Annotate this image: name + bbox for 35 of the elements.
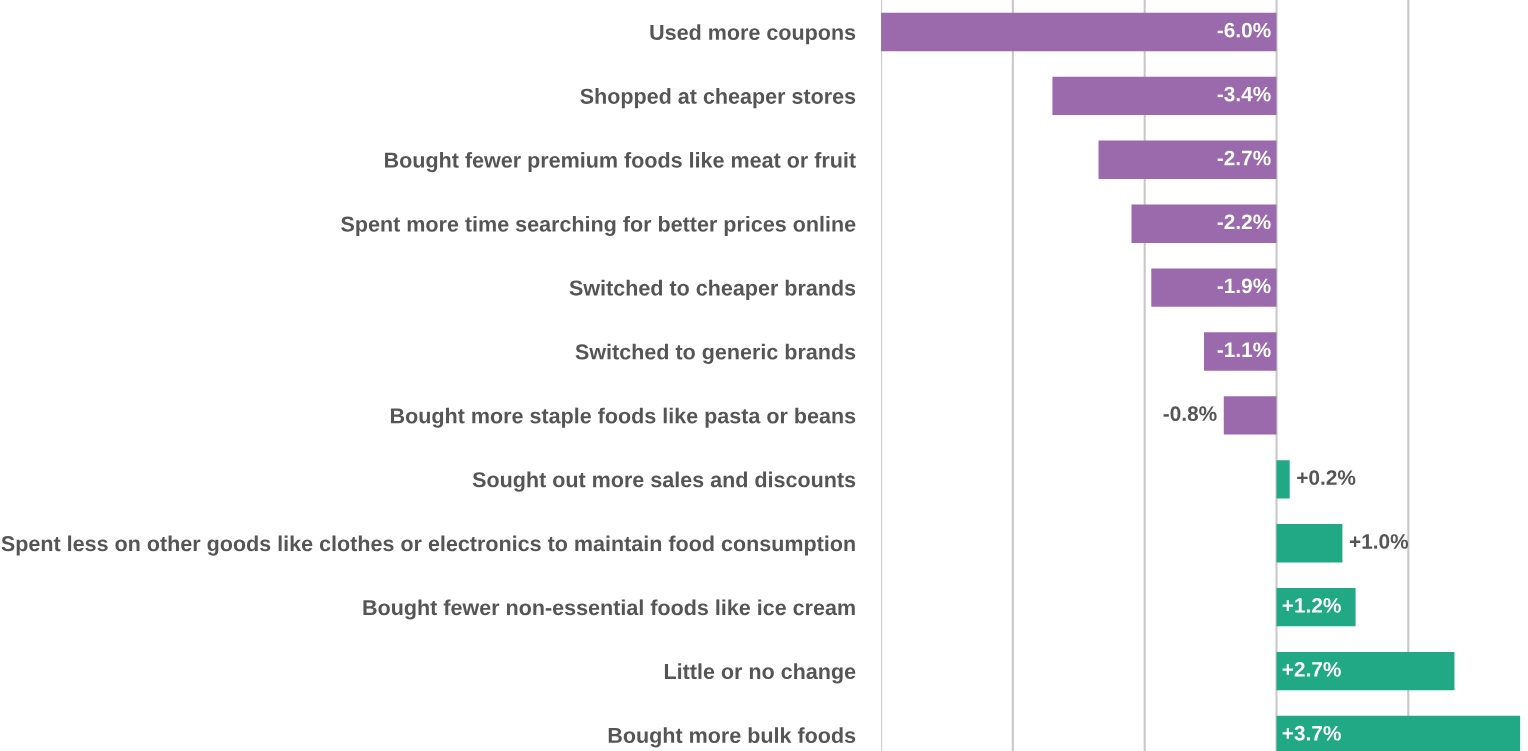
bar	[1276, 524, 1343, 563]
bar	[881, 12, 1277, 52]
data-label: -0.8%	[1163, 406, 1217, 422]
bar	[1223, 396, 1277, 435]
y-tick-label: Sought out more sales and discounts	[472, 471, 856, 492]
data-label: -1.9%	[1217, 278, 1271, 294]
y-tick-label: Used more coupons	[650, 24, 856, 45]
bar	[1204, 332, 1277, 371]
data-label: +2.7%	[1282, 661, 1341, 677]
y-tick-label: Little or no change	[664, 663, 856, 684]
data-label: -1.1%	[1217, 342, 1271, 358]
y-tick-label: Bought fewer non-essential foods like ice cream	[363, 599, 855, 620]
bar	[1151, 268, 1277, 307]
y-tick-label: Switched to cheaper brands	[569, 279, 856, 300]
data-label: -2.7%	[1217, 150, 1271, 166]
data-label: +3.7%	[1282, 725, 1341, 741]
bar	[1098, 140, 1277, 179]
data-label: +1.0%	[1349, 534, 1409, 549]
bar	[1131, 204, 1277, 243]
data-label: -6.0%	[1217, 22, 1271, 38]
data-label: -2.2%	[1217, 214, 1271, 230]
data-label: -3.4%	[1217, 86, 1271, 102]
y-tick-label: Bought more bulk foods	[608, 727, 856, 748]
y-tick-label: Switched to generic brands	[575, 343, 856, 364]
y-tick-label: Spent less on other goods like clothes or electronics to maintain food consumption	[1, 535, 855, 556]
y-tick-label: Spent more time searching for better prices online	[341, 215, 856, 237]
bar	[1276, 651, 1455, 691]
bar	[1276, 588, 1356, 627]
y-tick-label: Bought fewer premium foods like meat or fruit	[385, 151, 856, 173]
data-label: +0.2%	[1297, 470, 1356, 485]
y-tick-label: Shopped at cheaper stores	[580, 88, 856, 109]
bar	[1276, 460, 1290, 499]
bar	[1052, 76, 1277, 116]
data-label: +1.2%	[1282, 598, 1341, 613]
y-tick-label: Bought more staple foods like pasta or beans	[390, 407, 856, 428]
